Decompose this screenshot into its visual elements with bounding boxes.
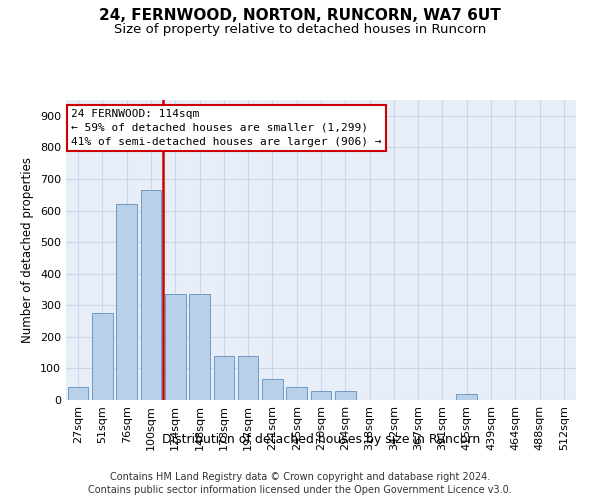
Bar <box>335 390 356 400</box>
Bar <box>116 204 137 400</box>
Bar <box>262 380 283 400</box>
Text: 24, FERNWOOD, NORTON, RUNCORN, WA7 6UT: 24, FERNWOOD, NORTON, RUNCORN, WA7 6UT <box>99 8 501 22</box>
Text: Contains HM Land Registry data © Crown copyright and database right 2024.: Contains HM Land Registry data © Crown c… <box>110 472 490 482</box>
Bar <box>140 190 161 400</box>
Text: Distribution of detached houses by size in Runcorn: Distribution of detached houses by size … <box>162 432 480 446</box>
Bar <box>238 356 259 400</box>
Y-axis label: Number of detached properties: Number of detached properties <box>22 157 34 343</box>
Bar <box>165 294 185 400</box>
Text: Contains public sector information licensed under the Open Government Licence v3: Contains public sector information licen… <box>88 485 512 495</box>
Bar <box>286 388 307 400</box>
Text: 24 FERNWOOD: 114sqm
← 59% of detached houses are smaller (1,299)
41% of semi-det: 24 FERNWOOD: 114sqm ← 59% of detached ho… <box>71 109 382 147</box>
Bar <box>214 356 234 400</box>
Text: Size of property relative to detached houses in Runcorn: Size of property relative to detached ho… <box>114 22 486 36</box>
Bar <box>457 394 477 400</box>
Bar <box>68 388 88 400</box>
Bar <box>92 313 113 400</box>
Bar <box>311 390 331 400</box>
Bar <box>189 294 210 400</box>
